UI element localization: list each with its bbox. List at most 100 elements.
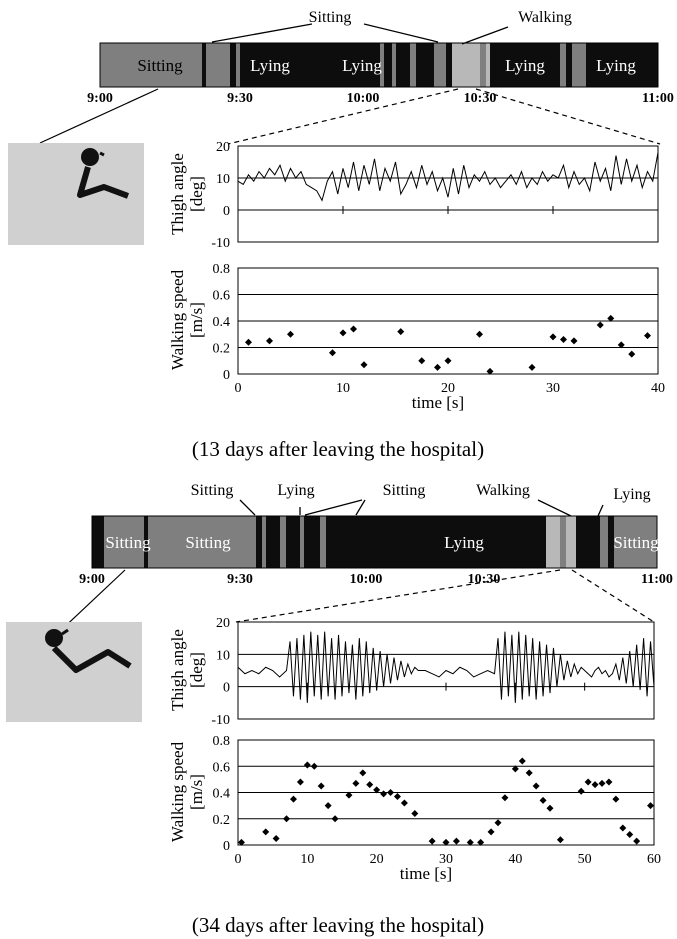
timeline-segment-walking (566, 516, 576, 568)
timeline-segment-sitting (380, 43, 384, 87)
timeline-segment-sitting (614, 516, 657, 568)
snapshot-link-line (39, 88, 159, 144)
timeline-tick-label: 9:00 (79, 572, 105, 587)
walking-speed-point (647, 802, 655, 810)
walking-speed-point (387, 789, 395, 796)
y-tick-label: 0.8 (213, 262, 231, 277)
timeline-segment-lying (364, 516, 546, 568)
timeline-segment-lying (396, 43, 410, 87)
walking-speed-point (617, 341, 625, 349)
timeline-segment-walking (452, 43, 480, 87)
camera-snapshot (8, 143, 144, 245)
callout-line (537, 499, 572, 517)
timeline-segment-lying (566, 43, 572, 87)
y-axis-label: Thigh angle[deg] (168, 629, 206, 711)
walking-speed-point (549, 333, 557, 341)
callout-line (355, 499, 366, 516)
timeline-callout-label: Sitting (191, 482, 234, 499)
y-tick-label: 0.8 (213, 734, 231, 749)
walking-speed-point (345, 791, 353, 799)
walking-speed-point (605, 778, 613, 786)
walking-speed-point (501, 794, 509, 802)
timeline-segment-lying (240, 43, 252, 87)
walking-speed-point (329, 349, 336, 357)
walking-speed-point (296, 778, 304, 786)
callout-line (461, 26, 509, 45)
walking-speed-point (266, 337, 273, 345)
walking-speed-point (393, 792, 401, 800)
timeline-state-label: Sitting (137, 56, 183, 75)
timeline-segment-lying (326, 516, 364, 568)
timeline-segment-sitting (392, 43, 396, 87)
y-tick-label: 20 (216, 140, 230, 155)
walking-speed-point (373, 786, 381, 794)
x-tick-label: 10 (336, 381, 350, 396)
timeline-callout-label: Lying (277, 482, 314, 499)
callout-line (304, 499, 363, 516)
y-axis-label-line: Walking speed (168, 269, 187, 370)
y-tick-label: 20 (216, 616, 230, 631)
walking-speed-point (366, 781, 374, 789)
x-axis-label: time [s] (400, 864, 452, 883)
timeline-segment-lying (266, 516, 280, 568)
walking-speed-point (528, 363, 536, 371)
timeline-tick-label: 10:30 (468, 572, 501, 587)
stick-figure-lying-icon (45, 628, 132, 673)
stick-figure-sitting-icon (77, 148, 130, 199)
walking-speed-point (339, 329, 347, 337)
zoom-guide-line (227, 88, 459, 145)
x-tick-label: 30 (439, 852, 453, 867)
y-tick-label: 0 (223, 839, 230, 854)
walking-speed-point (626, 831, 634, 838)
walking-speed-point (584, 778, 592, 786)
chart-3: -10 0 10 20 Thigh angle[deg] (168, 616, 655, 728)
walking-speed-point (546, 804, 554, 812)
walking-speed-point (400, 799, 408, 807)
timeline-state-label: Sitting (105, 533, 151, 552)
x-tick-label: 40 (651, 381, 665, 396)
walking-speed-point (619, 824, 627, 832)
y-axis-label-line: [deg] (187, 176, 206, 212)
walking-speed-point (397, 328, 405, 336)
walking-speed-point (476, 330, 483, 338)
timeline-callout-label: Sitting (383, 482, 426, 499)
x-tick-label: 40 (508, 852, 522, 867)
timeline-segment-lying (490, 43, 560, 87)
walking-speed-point (317, 782, 325, 790)
walking-speed-point (310, 762, 318, 770)
walking-speed-point (556, 836, 564, 844)
timeline-state-label: Lying (444, 533, 484, 552)
timeline-segment-lying (416, 43, 434, 87)
walking-speed-point (324, 802, 332, 810)
y-axis-label-line: [deg] (187, 652, 206, 688)
zoom-guide-line (475, 88, 661, 145)
timeline-segment-sitting (240, 516, 256, 568)
y-axis-label: Thigh angle[deg] (168, 153, 206, 235)
timeline-segment-lying (384, 43, 392, 87)
head-shape (81, 148, 99, 166)
walking-speed-point (591, 781, 599, 789)
timeline-segment-sitting (262, 516, 266, 568)
zoom-guide-line (235, 569, 561, 623)
activity-timeline-2: 9:00 9:30 10:00 10:30 11:00 Sitting Sitting Lyi… (79, 482, 673, 587)
head-shape (45, 629, 63, 647)
y-tick-label: 0 (223, 681, 230, 696)
panel-caption: (34 days after leaving the hospital) (192, 913, 484, 937)
y-axis-label: Walking speed[m/s] (168, 741, 206, 842)
walking-speed-point (287, 330, 294, 338)
timeline-segment-lying (576, 516, 584, 568)
walking-speed-point (596, 321, 604, 329)
walking-speed-point (494, 819, 502, 827)
y-tick-label: 0 (223, 368, 230, 383)
timeline-segment-lying (96, 516, 104, 568)
walking-speed-point (577, 787, 585, 795)
timeline-tick-label: 9:30 (227, 572, 253, 587)
walking-speed-point (607, 314, 615, 322)
zoom-guide-line (571, 569, 655, 623)
x-axis-label: time [s] (412, 393, 464, 412)
nose-shape (61, 628, 69, 636)
timeline-frame (99, 42, 659, 88)
walking-speed-point (428, 837, 436, 845)
timeline-tick-label: 10:30 (464, 91, 497, 106)
timeline-tick-label: 10:00 (350, 572, 383, 587)
